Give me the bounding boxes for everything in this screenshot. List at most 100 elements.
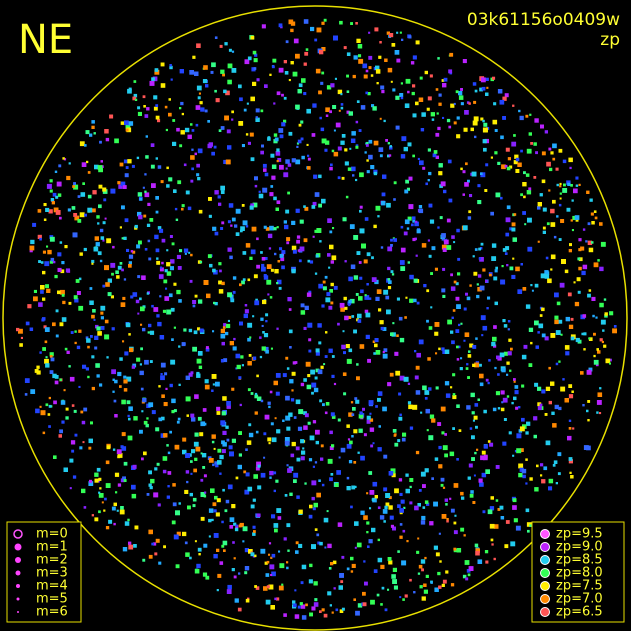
star [144, 359, 149, 365]
star [318, 174, 322, 179]
star [353, 429, 358, 434]
star [599, 302, 604, 308]
star [220, 359, 224, 362]
star [600, 319, 606, 325]
star [528, 327, 534, 332]
star [326, 510, 329, 513]
star [291, 158, 296, 163]
star [205, 575, 210, 580]
star [570, 317, 574, 321]
star [131, 493, 137, 499]
star [534, 320, 539, 326]
star [281, 265, 285, 270]
star [317, 369, 323, 375]
star [263, 275, 269, 280]
star [183, 248, 189, 253]
star [531, 289, 534, 292]
star [139, 429, 143, 434]
star [456, 404, 460, 408]
star [447, 159, 452, 164]
star [258, 193, 264, 199]
star [65, 268, 70, 273]
star [78, 305, 84, 311]
star [91, 262, 94, 265]
star [151, 77, 155, 81]
star [344, 148, 348, 152]
star [155, 248, 160, 253]
star [242, 540, 245, 543]
star [321, 47, 326, 52]
star [411, 223, 414, 227]
star [274, 417, 277, 420]
star [456, 228, 460, 233]
star [585, 240, 588, 243]
star [453, 483, 459, 488]
star [603, 344, 607, 348]
star [386, 31, 390, 35]
star [340, 307, 345, 312]
star [112, 378, 115, 381]
star [333, 587, 336, 590]
star [529, 113, 532, 116]
star [75, 279, 80, 283]
star [159, 295, 162, 298]
star [194, 457, 198, 461]
star [196, 563, 201, 569]
star [304, 413, 309, 418]
star [409, 298, 414, 303]
star [156, 257, 159, 260]
star [286, 237, 291, 242]
star [138, 214, 143, 220]
star [148, 402, 154, 408]
star [441, 583, 445, 587]
star [494, 366, 497, 370]
star [513, 378, 516, 381]
star [373, 169, 378, 174]
star [425, 574, 429, 578]
star [358, 413, 364, 419]
star [294, 589, 297, 592]
star [193, 468, 197, 473]
star [596, 348, 599, 351]
star [592, 314, 595, 318]
star [64, 347, 68, 351]
star [166, 444, 169, 447]
star [270, 556, 273, 559]
star [235, 232, 240, 236]
star [450, 286, 456, 291]
star [252, 498, 256, 502]
star [311, 496, 315, 501]
star [421, 568, 424, 572]
star [511, 141, 517, 147]
star [112, 390, 115, 393]
star [151, 542, 154, 546]
star [144, 248, 148, 251]
star [225, 90, 230, 96]
star [495, 465, 500, 469]
star [256, 513, 261, 518]
star [442, 116, 445, 119]
star [303, 62, 307, 66]
star [121, 205, 125, 210]
star [283, 537, 287, 541]
star [319, 240, 322, 243]
star [399, 260, 405, 265]
star [414, 221, 419, 227]
star [494, 129, 498, 132]
star [80, 192, 86, 197]
star [387, 154, 390, 158]
star [442, 83, 447, 88]
star [188, 328, 193, 333]
star [522, 182, 527, 187]
star [246, 440, 252, 445]
star [297, 89, 302, 94]
star [449, 451, 455, 457]
star [274, 528, 278, 533]
star [221, 520, 224, 524]
star [367, 358, 371, 363]
star [244, 566, 250, 571]
star [247, 388, 251, 392]
star [311, 133, 316, 137]
star [285, 356, 289, 360]
star [276, 200, 281, 204]
